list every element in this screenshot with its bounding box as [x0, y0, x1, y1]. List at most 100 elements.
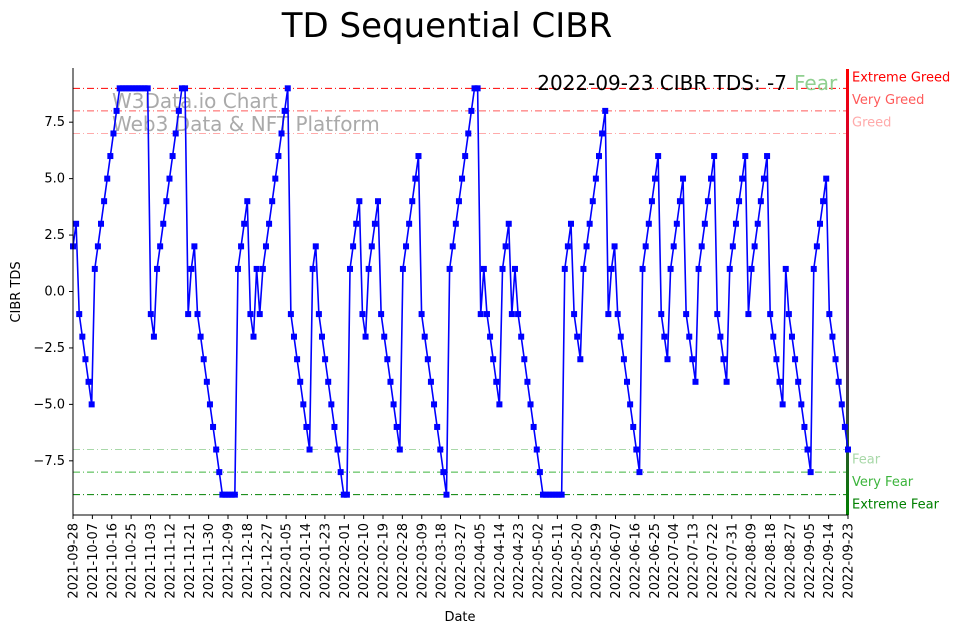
watermark-line-2: Web3 Data & NFT Platform — [112, 112, 380, 136]
data-point — [412, 175, 419, 182]
y-tick-label: 2.5 — [44, 228, 65, 243]
y-tick-label: 0.0 — [44, 285, 65, 300]
data-point — [617, 333, 624, 340]
data-point — [169, 153, 176, 160]
reference-labels: Extreme Greed Very Greed Greed Fear Very Fea… — [852, 70, 950, 512]
data-point — [172, 130, 179, 137]
x-tick-label: 2022-02-19 — [377, 523, 392, 599]
data-point — [188, 265, 195, 272]
data-point — [561, 265, 568, 272]
data-point — [449, 243, 456, 250]
data-point — [652, 175, 659, 182]
data-point — [804, 446, 811, 453]
data-point — [810, 265, 817, 272]
data-point — [729, 243, 736, 250]
data-point — [490, 356, 497, 363]
data-point — [474, 85, 481, 92]
x-tick-label: 2021-10-07 — [86, 523, 101, 599]
x-tick-label: 2021-09-28 — [67, 523, 82, 599]
data-point — [256, 311, 263, 318]
data-point — [375, 198, 382, 205]
data-point — [508, 311, 515, 318]
data-point — [250, 333, 257, 340]
data-point — [138, 85, 145, 92]
data-point — [362, 333, 369, 340]
data-point — [455, 198, 462, 205]
data-point — [639, 265, 646, 272]
data-point — [234, 265, 241, 272]
data-point — [596, 153, 602, 160]
data-point — [611, 243, 618, 250]
data-point — [518, 333, 525, 340]
data-point — [701, 220, 708, 227]
data-point — [272, 175, 279, 182]
data-point — [577, 356, 584, 363]
data-point — [555, 491, 562, 498]
data-point — [820, 198, 827, 205]
data-point — [524, 378, 531, 385]
data-point — [571, 311, 578, 318]
data-point — [135, 85, 142, 92]
x-axis-label: Date — [444, 610, 475, 625]
data-point — [163, 198, 170, 205]
data-point — [760, 175, 767, 182]
series-markers — [70, 85, 851, 498]
data-point — [633, 446, 640, 453]
data-point — [253, 265, 260, 272]
data-point — [462, 153, 469, 160]
chart-title: TD Sequential CIBR — [281, 6, 612, 46]
data-point — [88, 401, 95, 408]
data-point — [829, 333, 836, 340]
data-point — [645, 220, 652, 227]
data-point — [98, 220, 105, 227]
data-point — [813, 243, 820, 250]
data-point — [732, 220, 739, 227]
data-point — [826, 311, 833, 318]
data-point — [468, 107, 475, 114]
data-point — [717, 333, 724, 340]
data-point — [711, 153, 718, 160]
data-point — [368, 243, 375, 250]
data-point — [290, 333, 297, 340]
data-point — [661, 333, 668, 340]
data-point — [720, 356, 727, 363]
x-tick-label: 2021-10-25 — [125, 523, 140, 599]
data-point — [378, 311, 385, 318]
data-point — [686, 333, 693, 340]
x-tick-label: 2022-04-23 — [512, 523, 527, 599]
x-tick-label: 2022-07-13 — [687, 523, 702, 599]
data-point — [303, 423, 310, 430]
data-point — [751, 243, 758, 250]
data-point — [119, 85, 126, 92]
data-point — [85, 378, 92, 385]
data-point — [132, 85, 139, 92]
data-point — [599, 130, 606, 137]
data-point — [306, 446, 313, 453]
data-point — [403, 243, 410, 250]
data-point — [736, 198, 743, 205]
data-point — [328, 401, 335, 408]
data-point — [511, 265, 518, 272]
data-point — [166, 175, 173, 182]
data-point — [325, 378, 332, 385]
data-point — [723, 378, 730, 385]
data-point — [483, 311, 490, 318]
data-point — [266, 220, 273, 227]
data-point — [692, 378, 699, 385]
data-point — [144, 85, 151, 92]
data-point — [823, 175, 830, 182]
data-point — [319, 333, 325, 340]
data-point — [353, 220, 360, 227]
data-point — [496, 401, 503, 408]
data-point — [200, 356, 207, 363]
x-tick-label: 2021-11-30 — [202, 523, 217, 599]
x-tick-label: 2022-02-28 — [396, 523, 411, 599]
data-point — [281, 107, 288, 114]
data-point — [680, 175, 687, 182]
x-tick-label: 2022-04-05 — [473, 523, 488, 599]
data-point — [157, 243, 164, 250]
data-point — [294, 356, 301, 363]
data-point — [835, 378, 842, 385]
data-point — [284, 85, 291, 92]
data-point — [739, 175, 746, 182]
